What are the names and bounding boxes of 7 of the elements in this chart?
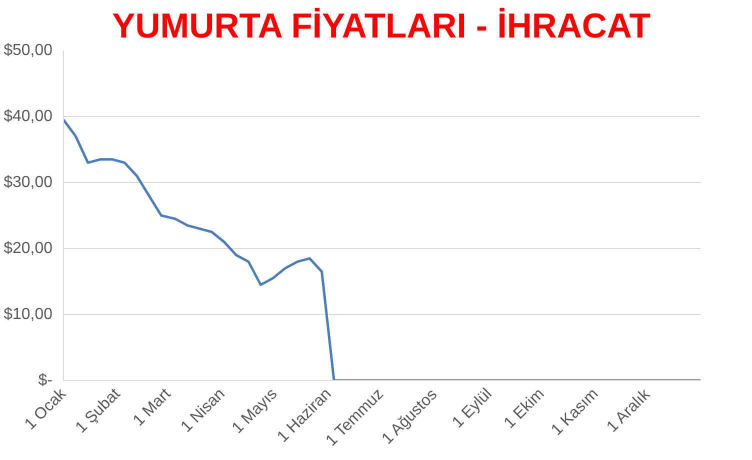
y-tick-label: $10,00 xyxy=(4,306,53,323)
y-tick-label: $20,00 xyxy=(4,240,53,257)
y-tick-label: $50,00 xyxy=(4,42,53,59)
y-tick-label: $- xyxy=(38,372,53,389)
y-tick-label: $30,00 xyxy=(4,174,53,191)
chart-title: YUMURTA FİYATLARI - İHRACAT xyxy=(112,8,651,46)
y-tick-label: $40,00 xyxy=(4,108,53,125)
